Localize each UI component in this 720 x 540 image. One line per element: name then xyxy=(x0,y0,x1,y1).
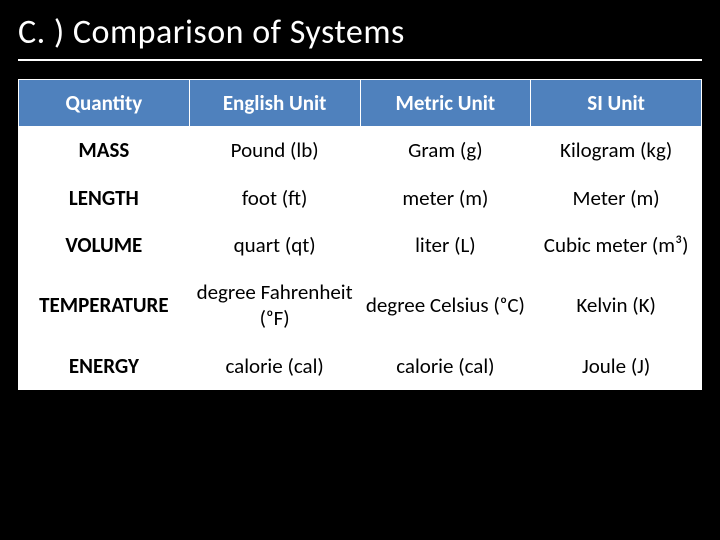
col-header-quantity: Quantity xyxy=(19,80,190,127)
cell-metric: degree Celsius (ᵒC) xyxy=(360,269,531,343)
slide-title: C. ) Comparison of Systems xyxy=(18,12,702,61)
table-header-row: Quantity English Unit Metric Unit SI Uni… xyxy=(19,80,702,127)
cell-quantity: ENERGY xyxy=(19,342,190,389)
cell-si: Kelvin (K) xyxy=(531,269,702,343)
cell-metric: meter (m) xyxy=(360,174,531,221)
table-row: TEMPERATURE degree Fahrenheit (ᵒF) degre… xyxy=(19,269,702,343)
table-row: LENGTH foot (ft) meter (m) Meter (m) xyxy=(19,174,702,221)
comparison-table: Quantity English Unit Metric Unit SI Uni… xyxy=(18,79,702,390)
cell-si: Cubic meter (m³) xyxy=(531,221,702,268)
cell-metric: liter (L) xyxy=(360,221,531,268)
cell-quantity: TEMPERATURE xyxy=(19,269,190,343)
cell-english: calorie (cal) xyxy=(189,342,360,389)
cell-si: Meter (m) xyxy=(531,174,702,221)
col-header-metric: Metric Unit xyxy=(360,80,531,127)
cell-si: Joule (J) xyxy=(531,342,702,389)
cell-english: degree Fahrenheit (ᵒF) xyxy=(189,269,360,343)
table-row: MASS Pound (lb) Gram (g) Kilogram (kg) xyxy=(19,127,702,174)
table-row: VOLUME quart (qt) liter (L) Cubic meter … xyxy=(19,221,702,268)
table-row: ENERGY calorie (cal) calorie (cal) Joule… xyxy=(19,342,702,389)
cell-english: foot (ft) xyxy=(189,174,360,221)
cell-english: Pound (lb) xyxy=(189,127,360,174)
slide: C. ) Comparison of Systems Quantity Engl… xyxy=(0,0,720,540)
cell-metric: calorie (cal) xyxy=(360,342,531,389)
cell-quantity: MASS xyxy=(19,127,190,174)
cell-metric: Gram (g) xyxy=(360,127,531,174)
cell-quantity: LENGTH xyxy=(19,174,190,221)
col-header-si: SI Unit xyxy=(531,80,702,127)
cell-si: Kilogram (kg) xyxy=(531,127,702,174)
cell-english: quart (qt) xyxy=(189,221,360,268)
cell-quantity: VOLUME xyxy=(19,221,190,268)
col-header-english: English Unit xyxy=(189,80,360,127)
